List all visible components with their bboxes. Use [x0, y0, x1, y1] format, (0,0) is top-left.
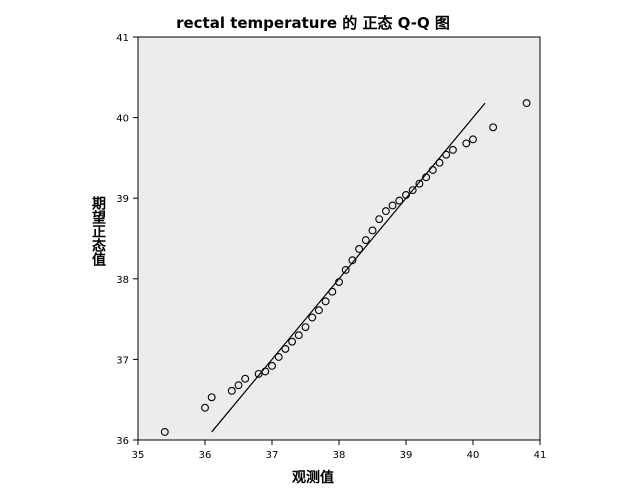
data-point [308, 313, 317, 322]
x-tick-label: 38 [333, 450, 346, 461]
y-tick-label: 38 [116, 275, 129, 286]
data-point [261, 367, 270, 376]
y-axis-label: 期望正态值 [90, 196, 106, 266]
data-point [335, 278, 343, 286]
data-point [388, 201, 397, 210]
data-point [341, 265, 350, 274]
data-point [375, 215, 384, 224]
data-point [160, 427, 169, 436]
x-axis-label: 观测值 [292, 470, 334, 486]
y-tick-label: 37 [116, 355, 129, 366]
data-point [355, 245, 364, 253]
data-point [489, 123, 498, 132]
data-point [415, 179, 424, 188]
data-point [274, 353, 283, 361]
data-point [361, 236, 370, 245]
data-point [428, 166, 437, 174]
data-point [227, 386, 236, 395]
data-point [408, 186, 417, 195]
x-tick-label: 35 [132, 450, 145, 461]
data-point [201, 403, 209, 412]
data-point [207, 393, 216, 402]
data-point [422, 173, 431, 182]
data-point [281, 344, 290, 353]
x-tick-label: 40 [467, 450, 480, 461]
data-point [241, 374, 250, 383]
x-tick-label: 41 [534, 450, 547, 461]
data-point [469, 135, 477, 144]
data-point [321, 297, 330, 306]
chart-title: rectal temperature 的 正态 Q-Q 图 [176, 14, 450, 32]
data-point [301, 323, 310, 332]
data-point [288, 337, 297, 346]
data-point [328, 287, 337, 296]
y-tick-label: 36 [116, 436, 129, 447]
y-tick-label: 40 [116, 114, 129, 125]
data-point [268, 361, 276, 370]
data-point [348, 256, 357, 265]
x-tick-label: 39 [400, 450, 413, 461]
data-point [462, 139, 471, 148]
data-point [402, 191, 410, 199]
y-tick-label: 39 [116, 194, 129, 205]
data-point [254, 369, 263, 378]
data-point [294, 331, 303, 340]
data-point [435, 158, 444, 167]
plot-area [137, 36, 541, 441]
data-point [314, 306, 323, 315]
data-point [368, 226, 377, 235]
data-point [442, 150, 451, 159]
y-tick-label: 41 [116, 33, 129, 44]
data-point [522, 99, 531, 108]
data-point [234, 381, 243, 390]
data-point [448, 145, 457, 154]
x-tick-label: 36 [199, 450, 212, 461]
data-point [395, 196, 404, 205]
x-tick-label: 37 [266, 450, 279, 461]
data-point [381, 207, 390, 216]
